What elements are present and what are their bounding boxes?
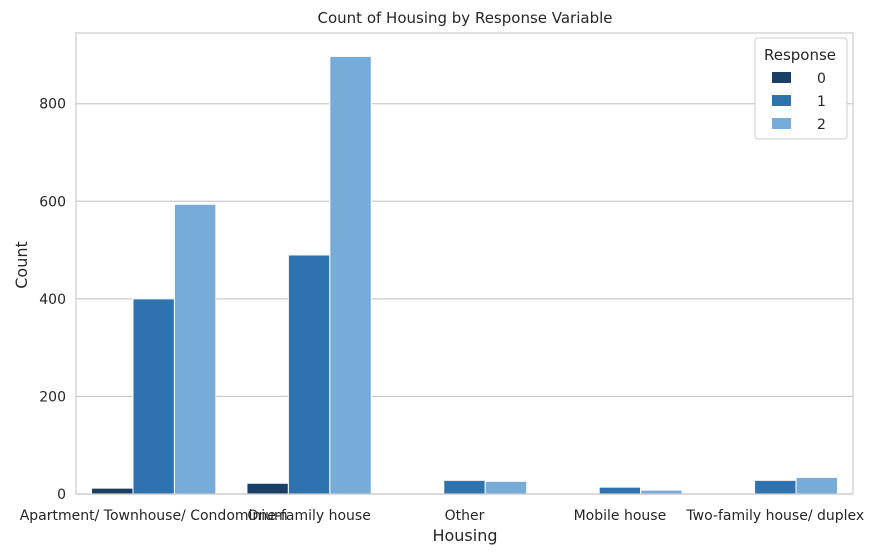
legend-box [754, 37, 848, 140]
x-axis: Apartment/ Townhouse/ CondominiumOne-fam… [20, 508, 864, 524]
y-tick-label: 600 [39, 194, 66, 210]
bar-1-3 [598, 486, 642, 495]
bar-0-1 [246, 482, 289, 495]
bar-2-2 [484, 480, 528, 495]
bar-2-1 [329, 55, 372, 495]
y-axis: 0 200 400 600 800 [39, 97, 66, 503]
legend-swatch-0 [772, 72, 791, 83]
y-tick-label: 800 [39, 97, 66, 113]
plot-frame [75, 32, 854, 495]
bar-2-0 [173, 203, 217, 495]
legend-title: Response [764, 46, 836, 64]
x-tick-label: Two-family house/ duplex [685, 508, 864, 524]
legend: Response 0 1 2 [754, 37, 848, 140]
y-tick-label: 400 [39, 292, 66, 308]
bar-1-0 [132, 298, 175, 495]
x-tick-label: Apartment/ Townhouse/ Condominium [20, 508, 288, 524]
chart-title: Count of Housing by Response Variable [318, 9, 613, 27]
bar-1-1 [287, 254, 331, 495]
legend-label: 0 [817, 71, 826, 87]
bar-2-4 [795, 476, 838, 495]
bar-1-4 [754, 479, 797, 495]
bars [91, 55, 838, 495]
y-axis-label: Count [12, 241, 31, 289]
y-tick-label: 0 [57, 487, 66, 503]
legend-label: 2 [817, 117, 826, 133]
bar-0-0 [91, 487, 134, 495]
x-tick-label: Mobile house [574, 508, 667, 524]
y-tick-label: 200 [39, 389, 66, 405]
x-tick-label: Other [445, 508, 485, 524]
legend-swatch-1 [772, 95, 791, 106]
legend-label: 1 [817, 94, 826, 110]
legend-swatch-2 [772, 118, 791, 129]
x-tick-label: One-family house [247, 508, 370, 524]
bar-1-2 [443, 479, 486, 495]
x-axis-label: Housing [432, 526, 497, 545]
